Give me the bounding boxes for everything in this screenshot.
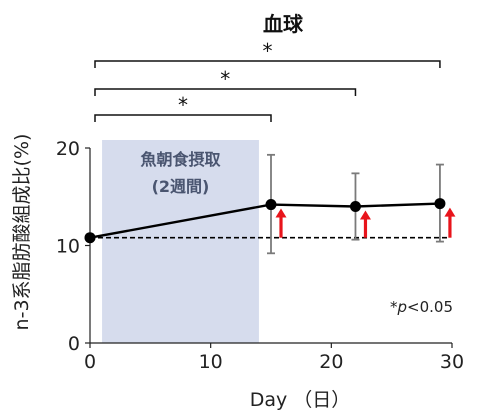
y-tick-label: 10 xyxy=(56,236,80,258)
increase-arrows xyxy=(275,207,456,238)
significance-bracket xyxy=(94,60,441,68)
x-tick-label: 0 xyxy=(84,351,96,373)
significance-bracket xyxy=(94,88,357,96)
x-tick-label: 30 xyxy=(440,351,464,373)
significance-star: * xyxy=(262,39,272,63)
significance-star: * xyxy=(178,93,188,117)
axis-ticks: 0 10 20 0 10 20 30 xyxy=(56,138,464,373)
significance-bracket xyxy=(94,114,272,122)
increase-arrowhead xyxy=(359,210,371,220)
x-tick-label: 10 xyxy=(199,351,223,373)
data-point xyxy=(434,198,446,210)
p-value-symbol: p xyxy=(397,298,408,316)
y-tick-label: 20 xyxy=(56,138,80,160)
period-duration-label: (2週間) xyxy=(152,177,210,196)
period-label: 魚朝食摂取 xyxy=(140,150,220,169)
data-point xyxy=(265,199,277,211)
x-tick-label: 20 xyxy=(319,351,343,373)
significance-brackets: * * * xyxy=(94,39,441,122)
p-value-star: * xyxy=(390,298,398,316)
fish-breakfast-period-shading xyxy=(102,140,259,343)
series-line xyxy=(89,202,440,239)
x-axis-label: Day （日） xyxy=(250,389,351,411)
y-axis-label: n-3系脂肪酸組成比(%) xyxy=(11,134,33,331)
significance-star: * xyxy=(220,67,230,91)
error-bars xyxy=(267,153,444,255)
data-point xyxy=(349,201,361,212)
increase-arrowhead xyxy=(275,208,287,218)
data-point xyxy=(84,232,96,244)
chart-title: 血球 xyxy=(263,12,304,36)
p-value-threshold: <0.05 xyxy=(407,298,453,316)
y-tick-label: 0 xyxy=(68,333,80,355)
p-value-annotation: *p<0.05 xyxy=(390,298,453,316)
data-points xyxy=(84,198,446,244)
increase-arrowhead xyxy=(444,207,456,217)
